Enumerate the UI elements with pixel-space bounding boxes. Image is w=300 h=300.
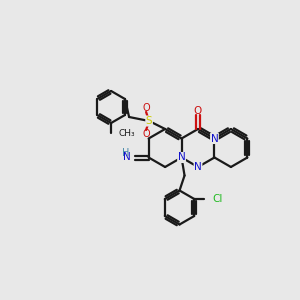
Text: O: O (142, 129, 150, 139)
Text: CH₃: CH₃ (118, 128, 135, 137)
Text: Cl: Cl (212, 194, 223, 204)
Text: N: N (178, 152, 185, 163)
Text: O: O (194, 106, 202, 116)
Text: S: S (146, 116, 152, 126)
Text: O: O (142, 103, 150, 113)
Text: N: N (211, 134, 218, 143)
Text: N: N (123, 152, 130, 163)
Text: N: N (194, 162, 202, 172)
Text: H: H (122, 148, 129, 158)
